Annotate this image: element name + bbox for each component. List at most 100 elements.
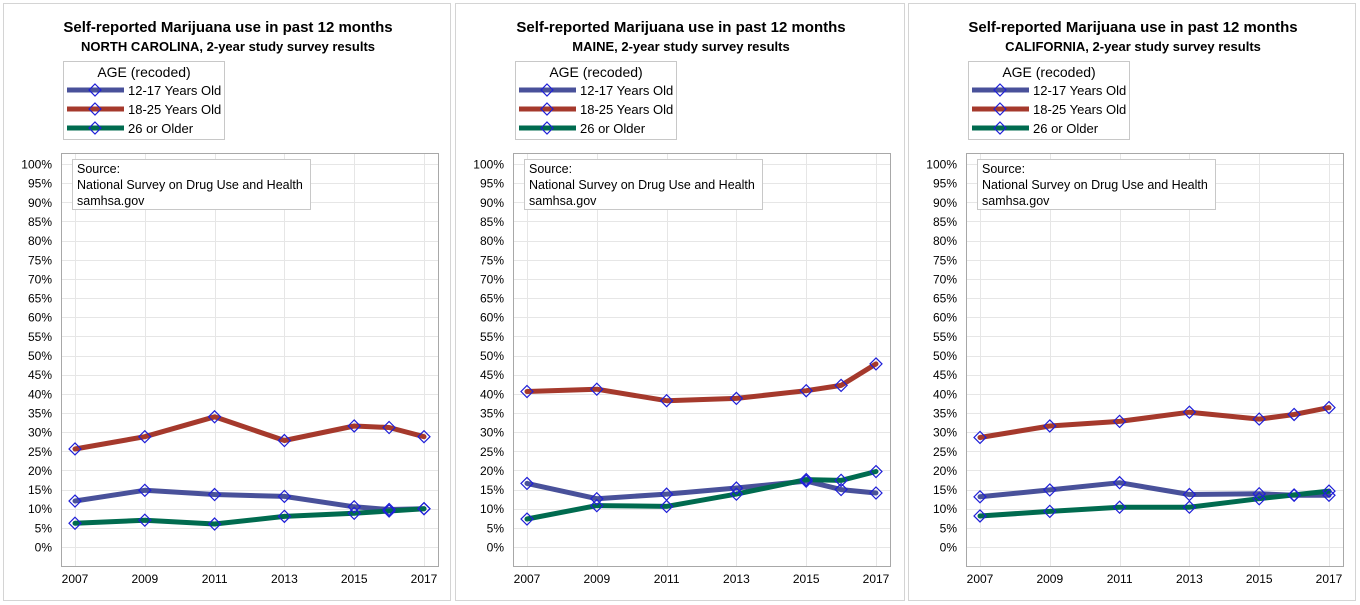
x-tick-label: 2013 bbox=[1176, 572, 1203, 586]
data-point-age-12-17 bbox=[68, 494, 82, 508]
data-point-age-18-25 bbox=[1287, 407, 1301, 422]
y-tick-label: 65% bbox=[480, 292, 504, 306]
legend-label: 12-17 Years Old bbox=[128, 83, 221, 98]
data-point-age-18-25 bbox=[1042, 419, 1057, 433]
y-tick-label: 70% bbox=[480, 272, 504, 286]
series-markers bbox=[520, 357, 883, 526]
legend-swatch-marker bbox=[88, 83, 102, 97]
y-tick-label: 5% bbox=[940, 521, 958, 535]
data-point-age-26-plus bbox=[1252, 491, 1267, 506]
y-tick-label: 35% bbox=[933, 406, 957, 420]
data-point-age-26-plus bbox=[137, 513, 152, 528]
data-point-age-26-plus bbox=[520, 512, 534, 526]
y-tick-label: 60% bbox=[28, 311, 52, 325]
x-tick-label: 2017 bbox=[863, 572, 890, 586]
legend: AGE (recoded) 12-17 Years Old 18-25 Years … bbox=[63, 61, 225, 140]
y-tick-label: 30% bbox=[933, 426, 957, 440]
plot-frame bbox=[513, 153, 891, 567]
data-point-age-18-25 bbox=[520, 384, 534, 399]
source-note-box bbox=[977, 159, 1216, 210]
y-tick-label: 50% bbox=[933, 349, 957, 363]
plot-background bbox=[61, 153, 439, 567]
data-point-age-18-25 bbox=[869, 357, 883, 371]
y-tick-label: 95% bbox=[28, 177, 52, 191]
source-note: Source: National Survey on Drug Use and H… bbox=[524, 159, 763, 210]
x-tick-label: 2007 bbox=[62, 572, 89, 586]
data-point-age-18-25 bbox=[729, 391, 744, 406]
y-tick-label: 70% bbox=[28, 272, 52, 286]
legend-label: 18-25 Years Old bbox=[128, 102, 221, 117]
y-tick-label: 95% bbox=[933, 177, 957, 191]
data-point-age-12-17 bbox=[277, 489, 292, 504]
y-tick-label: 20% bbox=[28, 464, 52, 478]
y-tick-label: 90% bbox=[480, 196, 504, 210]
chart-svg-california: Self-reported Marijuana use in past 12 m… bbox=[926, 19, 1344, 586]
y-tick-label: 10% bbox=[480, 502, 504, 516]
y-tick-label: 55% bbox=[480, 330, 504, 344]
legend-swatch-marker bbox=[993, 102, 1007, 116]
data-point-age-18-25 bbox=[589, 382, 604, 397]
y-tick-label: 45% bbox=[480, 368, 504, 382]
series-markers bbox=[973, 400, 1336, 523]
y-tick-label: 20% bbox=[933, 464, 957, 478]
x-tick-label: 2013 bbox=[723, 572, 750, 586]
y-tick-label: 85% bbox=[933, 215, 957, 229]
y-tick-label: 25% bbox=[28, 445, 52, 459]
y-tick-label: 100% bbox=[473, 158, 504, 172]
legend-label: 18-25 Years Old bbox=[580, 102, 673, 117]
y-tick-label: 30% bbox=[28, 426, 52, 440]
chart-svg-north-carolina: Self-reported Marijuana use in past 12 m… bbox=[21, 19, 439, 586]
data-point-age-12-17 bbox=[1112, 475, 1127, 490]
y-tick-label: 5% bbox=[487, 521, 505, 535]
data-point-age-26-plus bbox=[659, 499, 674, 514]
plot-area bbox=[966, 153, 1344, 567]
data-point-age-12-17 bbox=[589, 491, 604, 506]
series-line-age-18-25 bbox=[524, 361, 879, 404]
y-tick-label: 35% bbox=[28, 406, 52, 420]
x-tick-label: 2017 bbox=[1316, 572, 1343, 586]
y-tick-label: 100% bbox=[926, 158, 957, 172]
data-point-age-26-plus bbox=[1112, 500, 1127, 515]
legend: AGE (recoded) 12-17 Years Old 18-25 Years … bbox=[515, 61, 677, 140]
data-point-age-26-plus bbox=[799, 472, 814, 487]
chart-title: Self-reported Marijuana use in past 12 m… bbox=[968, 19, 1297, 36]
legend-label: 12-17 Years Old bbox=[1033, 83, 1126, 98]
y-tick-label: 25% bbox=[933, 445, 957, 459]
data-point-age-26-plus bbox=[1042, 504, 1057, 519]
y-tick-label: 15% bbox=[933, 483, 957, 497]
data-point-age-26-plus bbox=[1287, 488, 1301, 502]
data-point-age-18-25 bbox=[347, 419, 362, 433]
chart-subtitle: CALIFORNIA, 2-year study survey results bbox=[1005, 39, 1261, 54]
x-tick-label: 2007 bbox=[514, 572, 541, 586]
y-tick-label: 65% bbox=[28, 292, 52, 306]
data-point-age-12-17 bbox=[382, 502, 396, 517]
data-point-age-18-25 bbox=[277, 433, 292, 448]
source-note-box bbox=[524, 159, 763, 210]
chart-panel-north-carolina: Self-reported Marijuana use in past 12 m… bbox=[3, 3, 451, 601]
series-line-age-18-25 bbox=[977, 405, 1332, 440]
series-line-age-26-plus bbox=[72, 506, 427, 527]
data-point-age-26-plus bbox=[68, 516, 82, 531]
data-point-age-12-17 bbox=[729, 481, 744, 495]
source-note-line: Source: bbox=[529, 162, 572, 176]
x-tick-label: 2013 bbox=[271, 572, 298, 586]
y-tick-label: 60% bbox=[933, 311, 957, 325]
legend-swatch-marker bbox=[88, 121, 102, 135]
y-tick-label: 80% bbox=[480, 234, 504, 248]
y-tick-label: 80% bbox=[28, 234, 52, 248]
x-tick-label: 2009 bbox=[1036, 572, 1063, 586]
chart-panel-california: Self-reported Marijuana use in past 12 m… bbox=[908, 3, 1356, 601]
data-point-age-18-25 bbox=[207, 409, 222, 424]
data-point-age-12-17 bbox=[347, 499, 362, 514]
legend-label: 26 or Older bbox=[1033, 121, 1099, 136]
plot-frame bbox=[966, 153, 1344, 567]
data-point-age-18-25 bbox=[1182, 405, 1197, 420]
data-point-age-12-17 bbox=[137, 483, 152, 498]
data-point-age-18-25 bbox=[659, 393, 674, 408]
y-tick-label: 90% bbox=[28, 196, 52, 210]
data-point-age-18-25 bbox=[1252, 412, 1267, 426]
data-point-age-26-plus bbox=[973, 509, 987, 523]
legend-swatch-marker bbox=[540, 121, 554, 135]
legend-label: 26 or Older bbox=[580, 121, 646, 136]
source-note-line: samhsa.gov bbox=[529, 194, 597, 208]
